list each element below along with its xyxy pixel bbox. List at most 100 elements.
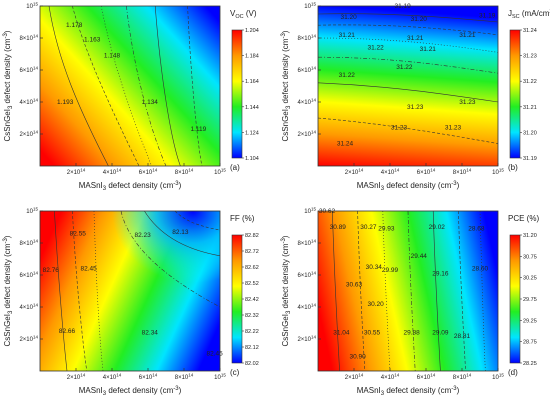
contour-label: 82.45	[206, 350, 223, 357]
contour-label: 1.148	[104, 53, 121, 60]
contour-label: 1.178	[66, 22, 83, 29]
colorbar-tick-label: 30.75	[523, 254, 537, 260]
contour-lines	[317, 13, 499, 144]
colorbar-tick-label: 1.184	[245, 54, 259, 60]
y-tick-label: 8×1014	[19, 34, 38, 43]
y-tick-label: 8×1014	[19, 239, 38, 248]
contour-label: 29.44	[411, 253, 428, 260]
colorbar	[231, 234, 243, 364]
colorbar-tick-label: 31.21	[523, 105, 537, 111]
contour-line	[479, 210, 486, 372]
contour-label: 31.23	[445, 125, 462, 132]
y-axis-label: CsSnGeI3 defect density (cm-3)	[3, 30, 14, 141]
y-tick-label: 1015	[26, 2, 38, 11]
x-axis-label: MASnI3 defect density (cm-3)	[79, 181, 182, 192]
x-tick-label: 6×1014	[417, 373, 436, 382]
colorbar	[231, 29, 243, 159]
contour-line	[407, 210, 416, 372]
colorbar-tick-label: 82.52	[245, 281, 259, 287]
contour-line	[174, 210, 221, 231]
y-tick-label: 1015	[304, 207, 316, 216]
x-tick-label: 2×1014	[345, 168, 364, 177]
contour-line	[317, 56, 499, 74]
x-tick-label: 4×1014	[103, 168, 122, 177]
x-tick-label: 6×1014	[417, 168, 436, 177]
contour-label: 82.66	[59, 328, 76, 335]
x-axis-label: MASnI3 defect density (cm-3)	[357, 181, 460, 192]
contour-line	[317, 37, 499, 53]
contour-label: 31.22	[339, 72, 356, 79]
contour-lines	[48, 5, 203, 167]
colorbar-tick-label: 82.72	[245, 249, 259, 255]
colorbar-tick-label: 31.20	[523, 130, 537, 136]
contour-line	[72, 5, 140, 167]
contour-label: 29.99	[382, 267, 399, 274]
heatmap-fill	[318, 211, 498, 371]
contour-label: 31.20	[411, 16, 428, 23]
x-tick-label: 8×1014	[175, 168, 194, 177]
contour-label: 31.19	[394, 3, 411, 10]
panel-d: 30.62 30.89 30.27 29.93 29.02 28.68 29.44 30.34…	[281, 207, 539, 398]
colorbar-tick-label: 31.23	[523, 54, 537, 60]
contour-line	[432, 210, 441, 372]
y-tick-label: 4×1014	[297, 303, 316, 312]
heatmap-fill	[318, 6, 498, 166]
x-tick-label: 1015	[492, 168, 504, 177]
colorbar-tick-label: 30.25	[523, 276, 537, 282]
y-tick-label: 2×1014	[19, 130, 38, 139]
x-tick-label: 4×1014	[381, 168, 400, 177]
contour-label: 31.24	[337, 141, 354, 148]
y-tick-label: 8×1014	[297, 239, 316, 248]
contour-label: 82.45	[80, 266, 97, 273]
plot-frame	[317, 5, 499, 167]
x-tick-label: 1015	[492, 373, 504, 382]
plot-frame	[39, 210, 221, 372]
contour-line	[126, 5, 167, 167]
contour-label: 30.89	[330, 224, 347, 231]
contour-label: 82.34	[142, 330, 159, 337]
y-tick-label: 6×1014	[19, 271, 38, 280]
x-axis-label: MASnI3 defect density (cm-3)	[357, 386, 460, 397]
x-axis-label: MASnI3 defect density (cm-3)	[79, 386, 182, 397]
colorbar-title: PCE (%)	[508, 214, 539, 223]
y-tick-label: 4×1014	[19, 303, 38, 312]
colorbar-tick-label: 82.62	[245, 265, 259, 271]
contour-label: 82.23	[134, 232, 151, 239]
x-tick-label: 8×1014	[453, 168, 472, 177]
y-tick-label: 2×1014	[297, 335, 316, 344]
colorbar-title: FF (%)	[230, 214, 255, 223]
contour-label: 31.23	[407, 104, 424, 111]
colorbar-tick-label: 29.25	[523, 318, 537, 324]
y-tick-label: 1015	[304, 2, 316, 11]
colorbar-tick-label: 82.82	[245, 233, 259, 239]
colorbar-tick-label: 31.19	[523, 156, 537, 162]
contour-label: 31.22	[396, 64, 413, 71]
panel-label: (d)	[508, 368, 518, 377]
contour-line	[120, 210, 221, 308]
y-tick-label: 6×1014	[297, 271, 316, 280]
colorbar-tick-label: 1.204	[245, 28, 259, 34]
contour-line	[458, 210, 466, 372]
contour-label: 28.60	[472, 266, 489, 273]
contour-label: 31.21	[420, 46, 437, 53]
x-tick-label: 6×1014	[139, 373, 158, 382]
plot-frame	[39, 5, 221, 167]
y-tick-label: 6×1014	[297, 66, 316, 75]
colorbar-tick-label: 1.144	[245, 105, 259, 111]
contour-label: 28.81	[454, 333, 471, 340]
contour-line	[154, 5, 181, 167]
colorbar-tick-label: 1.104	[245, 156, 259, 162]
y-tick-label: 6×1014	[19, 66, 38, 75]
panel-label: (a)	[230, 163, 240, 172]
contour-label: 82.13	[172, 229, 189, 236]
y-axis-label: CsSnGeI3 defect density (cm-3)	[281, 30, 292, 141]
plot-frame	[317, 210, 499, 372]
colorbar-title: VOC (V)	[230, 9, 257, 20]
contour-lines	[332, 210, 486, 372]
contour-label: 31.20	[340, 14, 357, 21]
x-tick-label: 1015	[214, 168, 226, 177]
x-tick-label: 2×1014	[345, 373, 364, 382]
colorbar	[509, 29, 521, 159]
y-tick-label: 4×1014	[19, 98, 38, 107]
